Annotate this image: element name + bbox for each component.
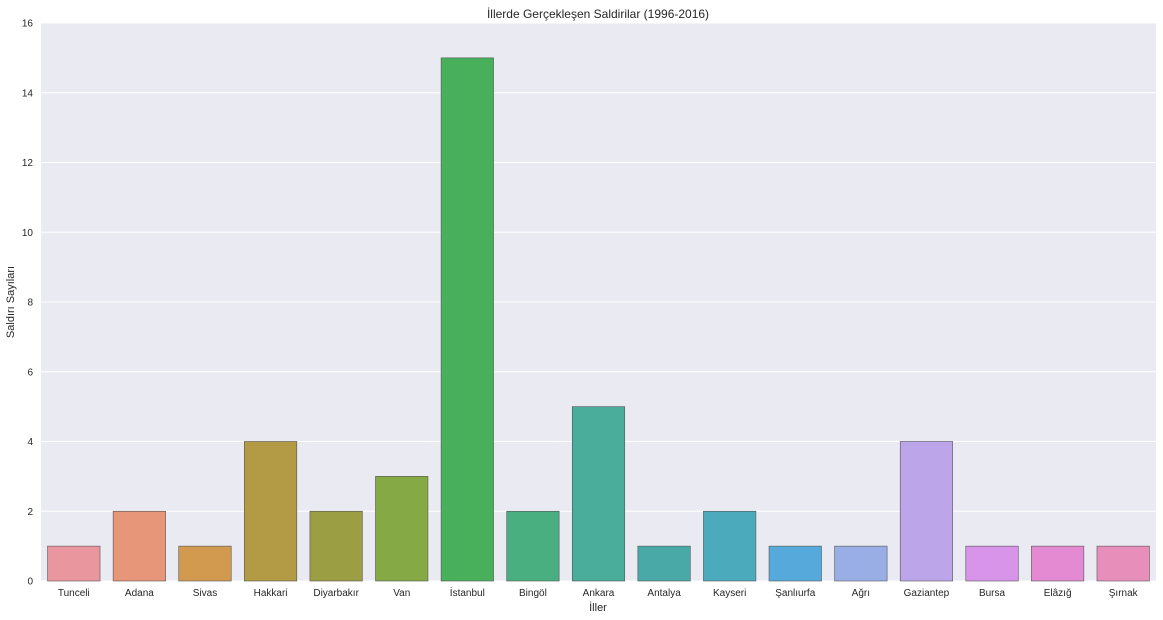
y-tick-label: 6 <box>27 367 33 378</box>
bar <box>112 510 166 582</box>
bar <box>375 476 429 582</box>
x-tick-label: Bingöl <box>519 588 547 599</box>
y-tick-label: 14 <box>22 88 34 99</box>
x-tick-label: Sivas <box>193 588 217 599</box>
x-tick-label: Hakkari <box>254 588 288 599</box>
y-tick-label: 10 <box>22 228 34 239</box>
y-tick-label: 8 <box>27 298 33 309</box>
bar <box>1096 545 1150 582</box>
x-tick-label: Tunceli <box>58 588 90 599</box>
x-tick-label: Bursa <box>979 588 1006 599</box>
x-axis-label: İller <box>589 601 607 614</box>
x-tick-label: Şırnak <box>1109 588 1139 599</box>
x-tick-label: Antalya <box>647 588 681 599</box>
x-axis-ticks: Tunceli Adana Sivas Hakkari Diyarbakır Van İst… <box>58 586 1139 599</box>
y-tick-label: 4 <box>27 437 33 448</box>
y-tick-label: 2 <box>27 507 33 518</box>
x-tick-label: Kayseri <box>713 588 746 599</box>
x-tick-label: Ankara <box>583 588 615 599</box>
x-tick-label: Şanlıurfa <box>775 588 815 599</box>
y-tick-label: 16 <box>22 19 34 30</box>
bar <box>703 510 757 582</box>
bar <box>178 545 232 582</box>
bar <box>244 441 298 582</box>
y-axis-ticks: 0 2 4 6 8 10 12 14 16 <box>22 19 34 588</box>
y-tick-label: 12 <box>22 158 34 169</box>
bar <box>47 545 101 582</box>
x-tick-label: Van <box>393 588 410 599</box>
bar <box>571 406 626 582</box>
x-tick-label: Diyarbakır <box>313 588 359 599</box>
x-tick-label: Adana <box>125 588 154 599</box>
bar <box>637 545 691 582</box>
x-tick-label: Ağrı <box>852 588 870 599</box>
bar <box>1031 545 1085 582</box>
x-tick-label: İstanbul <box>450 586 485 599</box>
y-axis-label: Saldırı Sayıları <box>5 266 17 338</box>
bar <box>899 441 953 582</box>
bar <box>440 57 494 582</box>
chart-title: İllerde Gerçekleşen Saldirilar (1996-201… <box>487 7 709 21</box>
bar <box>506 510 560 582</box>
x-tick-label: Elâzığ <box>1044 588 1072 599</box>
x-tick-label: Gaziantep <box>904 588 950 599</box>
y-tick-label: 0 <box>27 577 33 588</box>
bar <box>768 545 822 582</box>
bars <box>47 57 1150 582</box>
bar <box>309 510 363 582</box>
bar <box>965 545 1019 582</box>
bar <box>834 545 888 582</box>
